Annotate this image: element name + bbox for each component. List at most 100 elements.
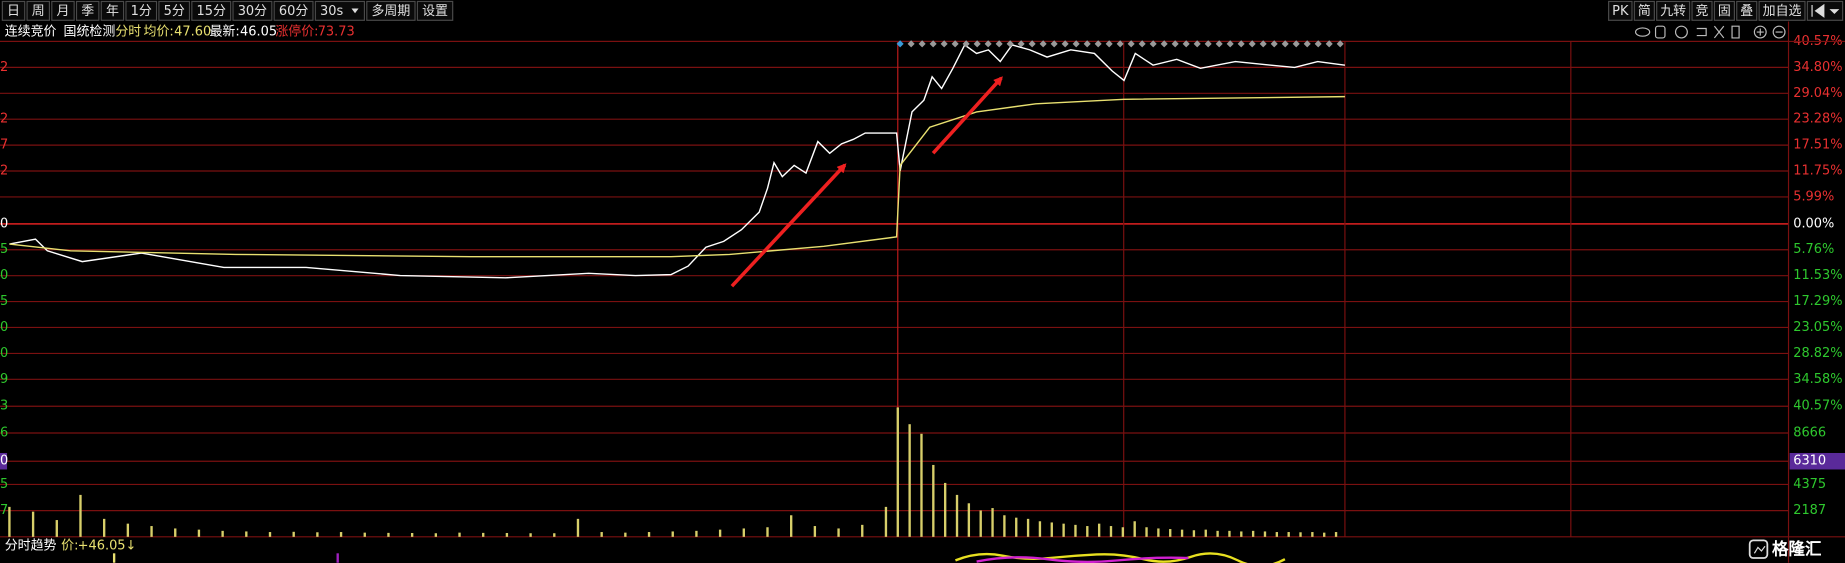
button-frame (1, 0, 26, 21)
signal-diamond (1028, 40, 1036, 48)
volume-bar (932, 464, 935, 537)
left-tick-fragment: 0 (0, 346, 8, 361)
toolbar-button[interactable]: 30s (314, 0, 366, 21)
volume-bar (31, 511, 35, 537)
tool-copy[interactable] (1731, 25, 1740, 39)
view-label: 分时 (115, 25, 141, 40)
volume-bar (1074, 524, 1077, 537)
tool-undo[interactable] (1696, 27, 1707, 37)
signal-diamond (1050, 40, 1058, 48)
toolbar-button[interactable]: 叠 (1736, 0, 1758, 21)
button-frame (1806, 0, 1844, 21)
button-label: 竞 (1696, 3, 1709, 19)
toolbar-button[interactable]: 年 (100, 0, 125, 21)
toolbar-button[interactable]: 固 (1713, 0, 1735, 21)
toolbar-button[interactable]: 竞 (1691, 0, 1713, 21)
button-label: 5分 (164, 4, 185, 19)
tool-zoom-in-sign (1756, 28, 1764, 36)
volume-bar (1145, 527, 1148, 537)
button-label: 加自选 (1763, 4, 1802, 19)
volume-bar (102, 518, 106, 537)
button-frame (1608, 0, 1633, 21)
toolbar-button[interactable]: 60分 (273, 0, 314, 21)
button-label: 日 (7, 4, 20, 19)
volume-bar (1228, 530, 1231, 537)
trade-mode: 连续竞价 (5, 24, 57, 40)
tool-zoom-out[interactable] (1772, 25, 1786, 39)
button-label: 九转 (1660, 4, 1686, 19)
toolbar-button[interactable]: 多周期 (366, 0, 416, 21)
toolbar-button[interactable]: 月 (51, 0, 75, 21)
signal-diamond (1083, 40, 1091, 48)
toolbar-button[interactable]: 周 (26, 0, 51, 21)
button-frame (100, 0, 125, 21)
toolbar-button[interactable]: PK (1608, 0, 1633, 21)
signal-diamond (1259, 40, 1267, 48)
volume-bar (1204, 529, 1207, 537)
signal-diamond (1215, 40, 1223, 48)
cursor-badge (1789, 452, 1845, 470)
logo-icon (1748, 539, 1769, 559)
toolbar-button[interactable]: 1分 (125, 0, 158, 21)
toolbar-button[interactable]: 简 (1633, 0, 1655, 21)
tool-eye[interactable] (1634, 27, 1651, 37)
volume-bar (1275, 532, 1279, 537)
footer-trend (976, 556, 1189, 563)
signal-diamond (1182, 40, 1190, 48)
toolbar-button[interactable]: 九转 (1656, 0, 1691, 21)
arrow (730, 163, 847, 288)
volume-bar (268, 532, 272, 537)
button-label: PK (1612, 4, 1629, 19)
button-label: 叠 (1740, 4, 1753, 19)
toolbar-button[interactable]: 日 (1, 0, 26, 21)
volume-bar (79, 494, 82, 537)
button-frame (75, 0, 100, 21)
volume-bar (908, 424, 911, 537)
button-frame (26, 0, 51, 21)
toolbar-button[interactable]: 5分 (158, 0, 191, 21)
volume-bar (718, 529, 722, 537)
y-tick-label: 17.51% (1793, 138, 1842, 153)
button-label: 1分 (131, 4, 152, 19)
tool-cut[interactable] (1713, 25, 1725, 39)
button-label: 60分 (279, 4, 308, 19)
button-frame (314, 0, 366, 21)
signal-diamond (1314, 40, 1322, 48)
footer-title: 分时趋势 (5, 538, 57, 554)
cursor-fragment-badge (0, 452, 8, 470)
tool-zoom-in[interactable] (1753, 25, 1767, 39)
toolbar-button[interactable]: 设置 (416, 0, 454, 21)
left-tick-fragment: 2 (0, 60, 8, 75)
y-tick-label: 23.05% (1793, 320, 1842, 335)
volume-bar (387, 532, 390, 537)
tool-play[interactable] (1674, 25, 1688, 39)
tool-hand[interactable] (1654, 25, 1666, 39)
y-tick-label: 5.76% (1793, 242, 1834, 257)
volume-bar (292, 531, 295, 537)
button-label: 简 (1638, 3, 1651, 19)
volume-bar (197, 529, 201, 537)
button-frame (158, 0, 191, 21)
arrow (931, 76, 1003, 155)
footer-price-label: 价: (61, 539, 78, 554)
volume-bar (1050, 522, 1053, 537)
signal-diamond (1248, 40, 1256, 48)
signal-diamond (1061, 40, 1069, 48)
toolbar-button[interactable]: 季 (75, 0, 100, 21)
volume-bar (1133, 521, 1136, 537)
signal-diamond (1149, 40, 1157, 48)
volume-bar (813, 526, 817, 537)
button-frame (416, 0, 454, 21)
latest-price: 46.05 (240, 25, 277, 40)
toolbar-button[interactable]: 15分 (191, 0, 232, 21)
toolbar-button[interactable] (1806, 0, 1844, 21)
volume-bar (1311, 532, 1314, 537)
toolbar-button[interactable]: 加自选 (1758, 0, 1806, 21)
button-label: 固 (1718, 4, 1731, 19)
toolbar-button[interactable]: 30分 (232, 0, 273, 21)
volume-bar (979, 510, 982, 537)
footer-bar: 分时趋势 价: +46.05↓ 格隆汇 (5, 538, 1822, 563)
grid-layer: 40.57% 34.80% 2 29.04% 23.28% 2 17.51% 7 11.75% 2… (0, 34, 1845, 518)
volume-bar (1263, 531, 1267, 537)
